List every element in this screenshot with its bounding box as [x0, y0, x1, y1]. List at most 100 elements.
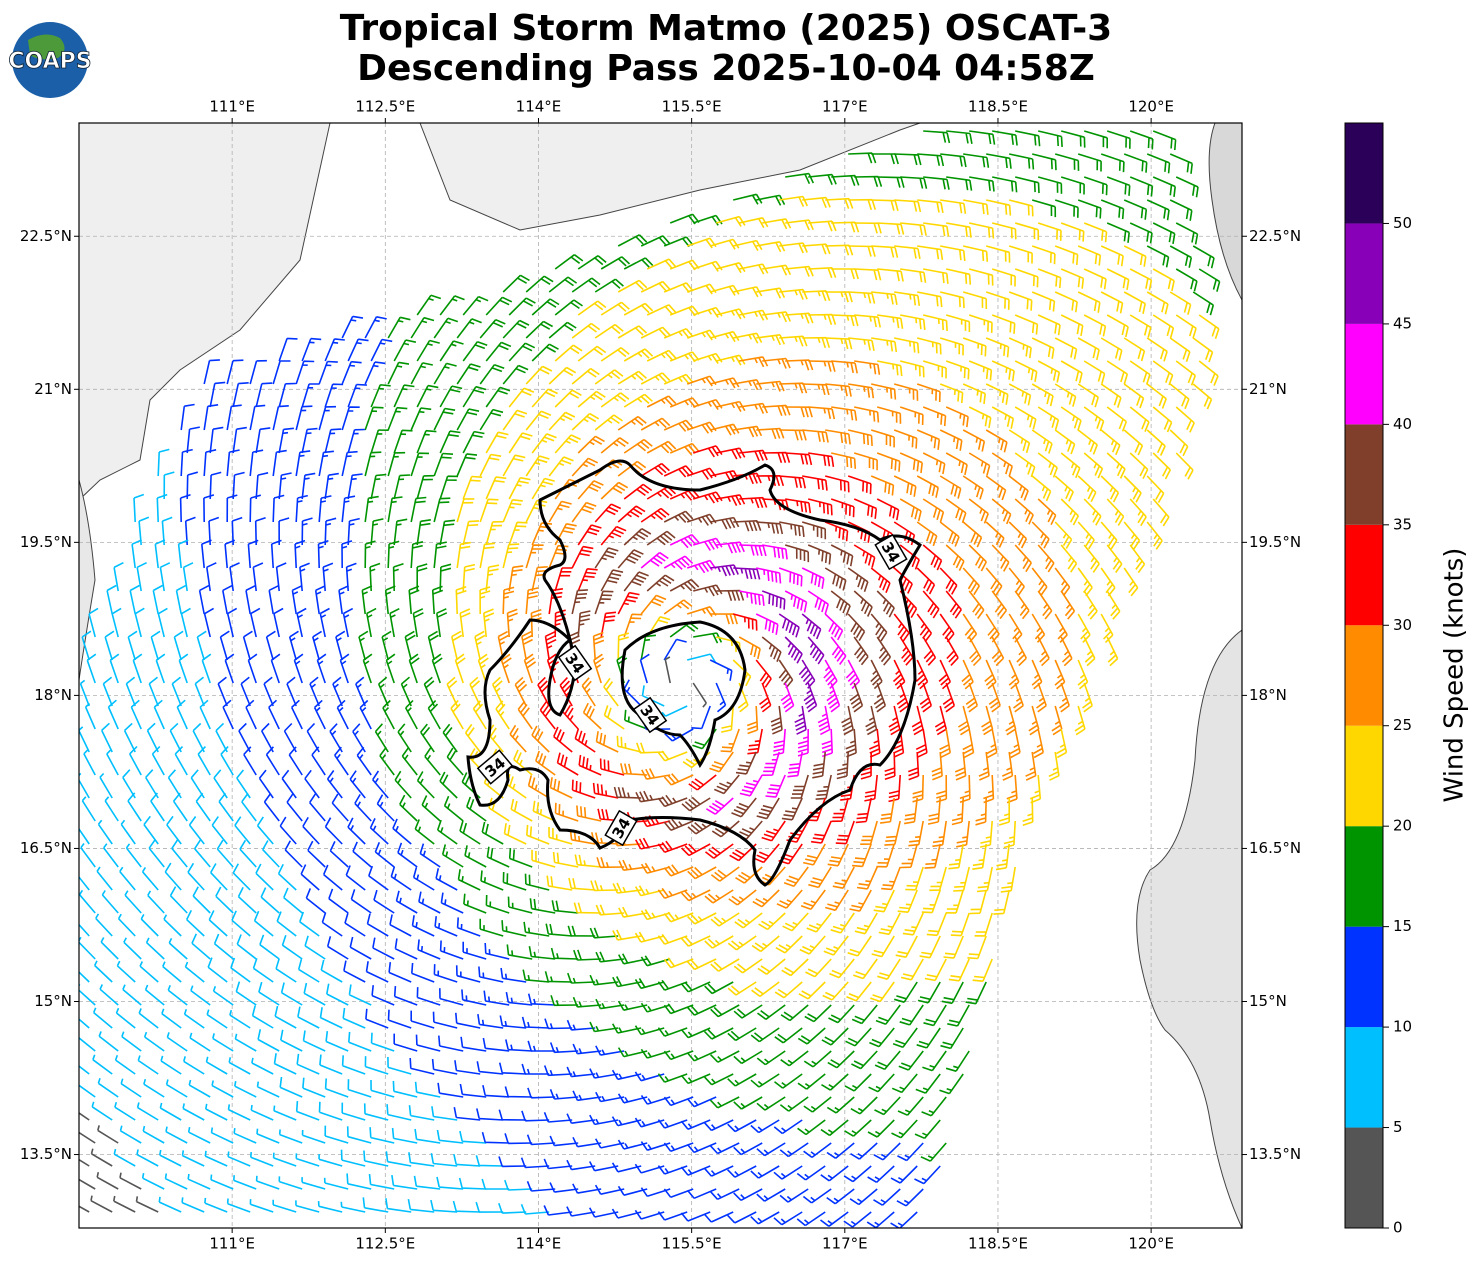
y-tick-label: 15°N [1249, 992, 1287, 1010]
wind-barb [81, 796, 96, 822]
wind-barb [657, 887, 688, 899]
wind-barb [498, 1202, 527, 1214]
wind-barb [523, 921, 550, 937]
wind-barb [574, 728, 596, 753]
wind-barb [159, 1149, 182, 1167]
wind-barb [1152, 452, 1172, 480]
x-tick-label: 115.5°E [662, 1235, 722, 1253]
colorbar-tick-label: 40 [1393, 415, 1412, 433]
wind-barb [524, 873, 550, 891]
wind-barb [693, 584, 723, 597]
wind-barb [341, 1055, 366, 1075]
contour-label-box [604, 809, 638, 847]
wind-barb [1028, 705, 1040, 736]
wind-barb [309, 676, 320, 707]
wind-barb [1123, 521, 1141, 550]
wind-barb [1129, 360, 1151, 385]
wind-barb [646, 486, 677, 500]
wind-barb [106, 584, 117, 615]
wind-barb [985, 291, 1010, 310]
wind-barb [849, 682, 864, 713]
wind-barb [527, 993, 556, 1006]
wind-barb [894, 245, 921, 260]
wind-barb [900, 314, 926, 330]
wind-barb [502, 364, 529, 385]
colorbar-bin [1345, 1127, 1383, 1228]
wind-barb [972, 843, 987, 870]
wind-barb [381, 630, 392, 661]
wind-barb [1152, 268, 1175, 292]
wind-barb [318, 1101, 343, 1121]
wind-barb [948, 958, 970, 982]
wind-barb [1083, 130, 1108, 149]
wind-barb [301, 1177, 326, 1190]
wind-barb [340, 1201, 366, 1213]
wind-barb [92, 1054, 113, 1075]
wind-barb [762, 311, 792, 323]
wind-barb [290, 699, 303, 730]
wind-barb [876, 590, 895, 618]
wind-barb [370, 384, 391, 408]
wind-barb [347, 517, 360, 546]
wind-barb [825, 291, 853, 303]
wind-barb [387, 540, 400, 569]
wind-barb [1152, 498, 1170, 527]
wind-barb [276, 911, 297, 937]
wind-barb [412, 608, 424, 638]
wind-barb [480, 870, 504, 891]
wind-barb [596, 857, 625, 869]
wind-barb [97, 819, 113, 845]
wind-barb [936, 774, 948, 803]
wind-barb [553, 726, 573, 753]
y-tick-label: 13.5°N [1249, 1145, 1301, 1163]
wind-barb [899, 406, 924, 426]
wind-barb [715, 682, 727, 713]
wind-barb [500, 967, 527, 983]
wind-barb [322, 562, 334, 592]
wind-barb [260, 887, 280, 914]
wind-barb [272, 494, 285, 523]
wind-barb [876, 498, 900, 521]
wind-barb [1031, 383, 1054, 407]
wind-barb [458, 1177, 487, 1190]
wind-barb [500, 653, 512, 684]
wind-barb [1083, 222, 1108, 243]
wind-barb [623, 438, 653, 454]
wind-barb [502, 409, 528, 431]
wind-barb [364, 540, 376, 569]
wind-barb [301, 383, 320, 408]
wind-barb [968, 406, 992, 429]
wind-barb [1100, 475, 1120, 503]
wind-barb [347, 338, 369, 362]
wind-barb [896, 682, 910, 713]
wind-barb [1129, 222, 1153, 244]
wind-barb [1192, 383, 1213, 410]
wind-barb [113, 561, 124, 592]
colorbar-bin [1345, 323, 1383, 425]
wind-barb [190, 985, 211, 1006]
wind-barb [1129, 452, 1149, 480]
wind-barb [499, 1015, 527, 1029]
wind-barb [1175, 268, 1198, 292]
wind-barb [571, 412, 600, 431]
wind-barb [318, 1154, 343, 1167]
wind-barb [531, 343, 559, 362]
wind-barb [969, 222, 995, 239]
wind-barb [681, 843, 711, 857]
wind-barb [692, 306, 723, 318]
wind-barb [324, 1125, 349, 1144]
wind-barb [974, 912, 993, 937]
wind-barb [916, 475, 939, 498]
wind-barb [391, 1127, 418, 1144]
wind-barb [669, 397, 700, 409]
wind-barb [1037, 268, 1062, 289]
wind-barb [623, 528, 652, 546]
wind-barb [686, 467, 717, 480]
wind-barb [779, 1096, 809, 1112]
wind-barb [680, 1119, 711, 1130]
wind-barb [753, 843, 780, 864]
wind-barb [663, 957, 694, 969]
wind-barb [646, 574, 675, 592]
wind-barb [727, 1211, 757, 1224]
wind-barb [141, 866, 159, 891]
